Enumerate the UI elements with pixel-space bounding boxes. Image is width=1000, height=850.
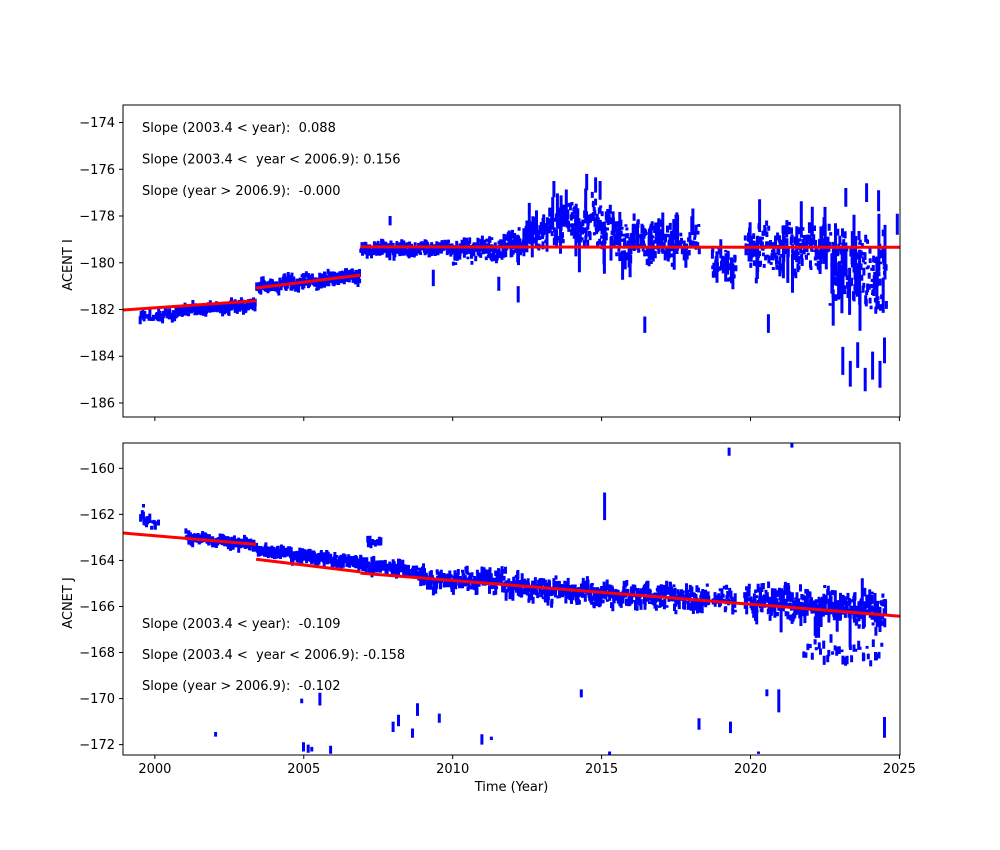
slope-annotation: Slope (2003.4 < year): 0.088 bbox=[142, 121, 336, 136]
y-tick-label: −168 bbox=[79, 646, 115, 661]
y-tick-label: −170 bbox=[79, 692, 115, 707]
y-tick-label: −178 bbox=[79, 210, 115, 225]
y-tick-label: −162 bbox=[79, 508, 115, 523]
y-tick-label: −172 bbox=[79, 738, 115, 753]
x-tick-label: 2020 bbox=[734, 762, 767, 777]
slope-annotation: Slope (2003.4 < year): -0.109 bbox=[142, 617, 341, 632]
x-tick-label: 2025 bbox=[883, 762, 916, 777]
y-tick-label: −166 bbox=[79, 600, 115, 615]
y-tick-label: −160 bbox=[79, 462, 115, 477]
y-tick-label: −174 bbox=[79, 116, 115, 131]
scatter-data bbox=[139, 443, 888, 755]
scatter-data bbox=[138, 173, 899, 392]
y-tick-label: −186 bbox=[79, 396, 115, 411]
slope-annotation: Slope (2003.4 < year < 2006.9): 0.156 bbox=[142, 153, 401, 168]
trend-lines bbox=[123, 245, 900, 312]
y-tick-label: −164 bbox=[79, 554, 115, 569]
y-tick-label: −184 bbox=[79, 350, 115, 365]
slope-annotation: Slope (year > 2006.9): -0.000 bbox=[142, 184, 341, 199]
x-tick-label: 2010 bbox=[436, 762, 469, 777]
x-tick-label: 2015 bbox=[585, 762, 618, 777]
axes-border bbox=[122, 442, 901, 756]
y-tick-label: −176 bbox=[79, 163, 115, 178]
bottom-subplot: −160 −162 −164 −166 −168 −170 −172 2000 2005 2010… bbox=[61, 442, 916, 777]
x-tick-label: 2000 bbox=[138, 762, 171, 777]
y-axis-label: ACNET J bbox=[61, 577, 76, 629]
axes-border bbox=[122, 104, 901, 418]
y-tick-label: −182 bbox=[79, 303, 115, 318]
trend-lines bbox=[123, 531, 900, 618]
y-axis-label: ACENT I bbox=[61, 239, 76, 291]
y-tick-label: −180 bbox=[79, 256, 115, 271]
x-axis-label: Time (Year) bbox=[474, 780, 549, 795]
x-tick-label: 2005 bbox=[287, 762, 320, 777]
slope-annotation: Slope (2003.4 < year < 2006.9): -0.158 bbox=[142, 648, 405, 663]
top-subplot: −174 −176 −178 −180 −182 −184 −186 ACENT I Slope… bbox=[61, 104, 901, 421]
slope-annotation: Slope (year > 2006.9): -0.102 bbox=[142, 679, 341, 694]
